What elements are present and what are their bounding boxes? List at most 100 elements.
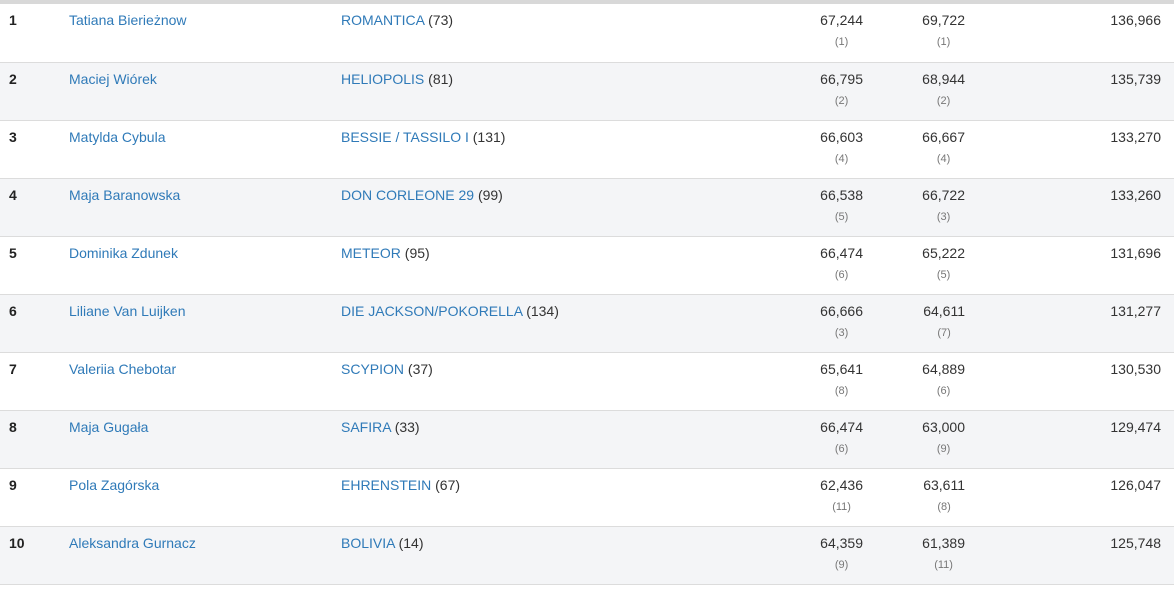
horse-number: (67) [435, 476, 461, 493]
round2-position: (9) [936, 442, 951, 455]
rank-cell: 7 [9, 360, 17, 377]
round1-cell: 65,641 (8) [761, 352, 863, 410]
horse-link[interactable]: BOLIVIA [341, 534, 395, 551]
round1-cell: 66,795 (2) [761, 62, 863, 120]
round1-position: (1) [834, 36, 849, 48]
horse-cell: SCYPION (37) [341, 352, 761, 410]
rider-link[interactable]: Valeriia Chebotar [69, 360, 177, 377]
round2-cell: 64,611 (7) [863, 294, 965, 352]
horse-number: (81) [428, 70, 454, 87]
horse-number: (33) [394, 418, 420, 435]
rank-cell: 10 [9, 534, 25, 551]
round1-score: 66,538 [820, 186, 863, 203]
rider-link[interactable]: Maja Gugała [69, 418, 149, 435]
round1-cell: 67,244 (1) [761, 4, 863, 62]
rank-cell: 3 [9, 128, 17, 145]
round1-score: 66,474 [820, 418, 863, 435]
total-score: 131,696 [1110, 244, 1161, 261]
round2-position: (1) [936, 36, 951, 48]
round1-score: 66,795 [820, 70, 863, 87]
table-row: 9 Pola Zagórska EHRENSTEIN (67) 62,436 (1… [0, 468, 1174, 526]
round1-position: (11) [832, 500, 851, 513]
rider-link[interactable]: Maja Baranowska [69, 186, 181, 203]
rank-cell: 9 [9, 476, 17, 493]
round1-position: (6) [834, 442, 849, 455]
round2-position: (11) [934, 558, 953, 571]
horse-cell: EHRENSTEIN (67) [341, 468, 761, 526]
rider-link[interactable]: Aleksandra Gurnacz [69, 534, 196, 551]
round2-score: 65,222 [922, 244, 965, 261]
horse-cell: SAFIRA (33) [341, 410, 761, 468]
horse-cell: BOLIVIA (14) [341, 526, 761, 584]
total-score: 125,748 [1110, 534, 1161, 551]
round2-score: 61,389 [922, 534, 965, 551]
table-row: 5 Dominika Zdunek METEOR (95) 66,474 (6) … [0, 236, 1174, 294]
results-table-body: 1 Tatiana Bierieżnow ROMANTICA (73) 67,2… [0, 4, 1174, 584]
round2-cell: 66,667 (4) [863, 120, 965, 178]
round2-score: 66,667 [922, 128, 965, 145]
horse-cell: HELIOPOLIS (81) [341, 62, 761, 120]
round2-score: 69,722 [922, 12, 965, 28]
rider-link[interactable]: Liliane Van Luijken [69, 302, 186, 319]
horse-cell: DIE JACKSON/POKORELLA (134) [341, 294, 761, 352]
rank-cell: 1 [9, 12, 17, 28]
rider-cell: Maja Gugała [69, 410, 341, 468]
rider-cell: Maciej Wiórek [69, 62, 341, 120]
table-row: 4 Maja Baranowska DON CORLEONE 29 (99) 6… [0, 178, 1174, 236]
total-score: 129,474 [1110, 418, 1161, 435]
table-row: 3 Matylda Cybula BESSIE / TASSILO I (131… [0, 120, 1174, 178]
horse-link[interactable]: ROMANTICA [341, 12, 425, 28]
round1-score: 66,603 [820, 128, 863, 145]
round1-position: (2) [834, 94, 849, 107]
horse-number: (37) [407, 360, 433, 377]
horse-number: (14) [398, 534, 424, 551]
round2-position: (4) [936, 152, 951, 165]
rider-cell: Liliane Van Luijken [69, 294, 341, 352]
horse-link[interactable]: SCYPION [341, 360, 405, 377]
round2-score: 66,722 [922, 186, 965, 203]
horse-number: (134) [526, 302, 559, 319]
horse-link[interactable]: METEOR [341, 244, 401, 261]
rank-cell: 2 [9, 70, 17, 87]
horse-cell: METEOR (95) [341, 236, 761, 294]
round1-cell: 66,603 (4) [761, 120, 863, 178]
rank-cell: 6 [9, 302, 17, 319]
rider-link[interactable]: Dominika Zdunek [69, 244, 178, 261]
total-score: 126,047 [1110, 476, 1161, 493]
round2-score: 63,000 [922, 418, 965, 435]
round2-cell: 64,889 (6) [863, 352, 965, 410]
table-row: 10 Aleksandra Gurnacz BOLIVIA (14) 64,35… [0, 526, 1174, 584]
rider-link[interactable]: Maciej Wiórek [69, 70, 157, 87]
rider-cell: Matylda Cybula [69, 120, 341, 178]
horse-link[interactable]: DON CORLEONE 29 [341, 186, 475, 203]
round2-position: (3) [936, 210, 951, 223]
round2-position: (5) [936, 268, 951, 281]
horse-cell: DON CORLEONE 29 (99) [341, 178, 761, 236]
rider-link[interactable]: Tatiana Bierieżnow [69, 12, 187, 28]
round1-score: 66,474 [820, 244, 863, 261]
rider-cell: Aleksandra Gurnacz [69, 526, 341, 584]
round1-cell: 62,436 (11) [761, 468, 863, 526]
round2-score: 68,944 [922, 70, 965, 87]
rider-link[interactable]: Matylda Cybula [69, 128, 166, 145]
horse-link[interactable]: SAFIRA [341, 418, 391, 435]
round1-position: (6) [834, 268, 849, 281]
horse-link[interactable]: BESSIE / TASSILO I [341, 128, 469, 145]
round2-cell: 69,722 (1) [863, 4, 965, 62]
horse-link[interactable]: EHRENSTEIN [341, 476, 432, 493]
table-row: 7 Valeriia Chebotar SCYPION (37) 65,641 (… [0, 352, 1174, 410]
horse-cell: ROMANTICA (73) [341, 4, 761, 62]
rider-cell: Valeriia Chebotar [69, 352, 341, 410]
horse-cell: BESSIE / TASSILO I (131) [341, 120, 761, 178]
round2-cell: 65,222 (5) [863, 236, 965, 294]
table-row: 8 Maja Gugała SAFIRA (33) 66,474 (6) 63,0… [0, 410, 1174, 468]
round2-position: (6) [936, 384, 951, 397]
round1-position: (8) [834, 384, 849, 397]
horse-link[interactable]: DIE JACKSON/POKORELLA [341, 302, 523, 319]
total-score: 133,270 [1110, 128, 1161, 145]
round1-score: 67,244 [820, 12, 863, 28]
round1-position: (4) [834, 152, 849, 165]
rider-link[interactable]: Pola Zagórska [69, 476, 160, 493]
rider-cell: Pola Zagórska [69, 468, 341, 526]
horse-link[interactable]: HELIOPOLIS [341, 70, 425, 87]
